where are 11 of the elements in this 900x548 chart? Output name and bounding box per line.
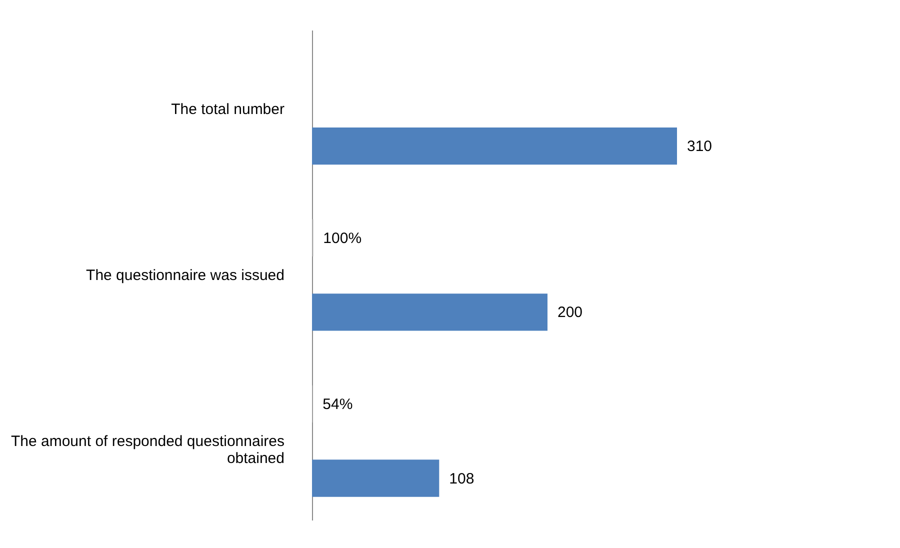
data-label: 310 (687, 138, 712, 156)
bar (312, 127, 677, 165)
y-tick-label: The questionnaire was issued (86, 267, 284, 284)
data-label: 100% (323, 230, 362, 247)
bar (312, 294, 548, 331)
data-label: 200 (557, 304, 583, 322)
y-tick-label: The amount of responded questionnaires obtained (10, 433, 284, 468)
data-label: 108 (449, 470, 474, 488)
y-tick-label: The total number (171, 100, 284, 118)
data-label: 54% (322, 396, 353, 413)
bar (312, 460, 440, 497)
